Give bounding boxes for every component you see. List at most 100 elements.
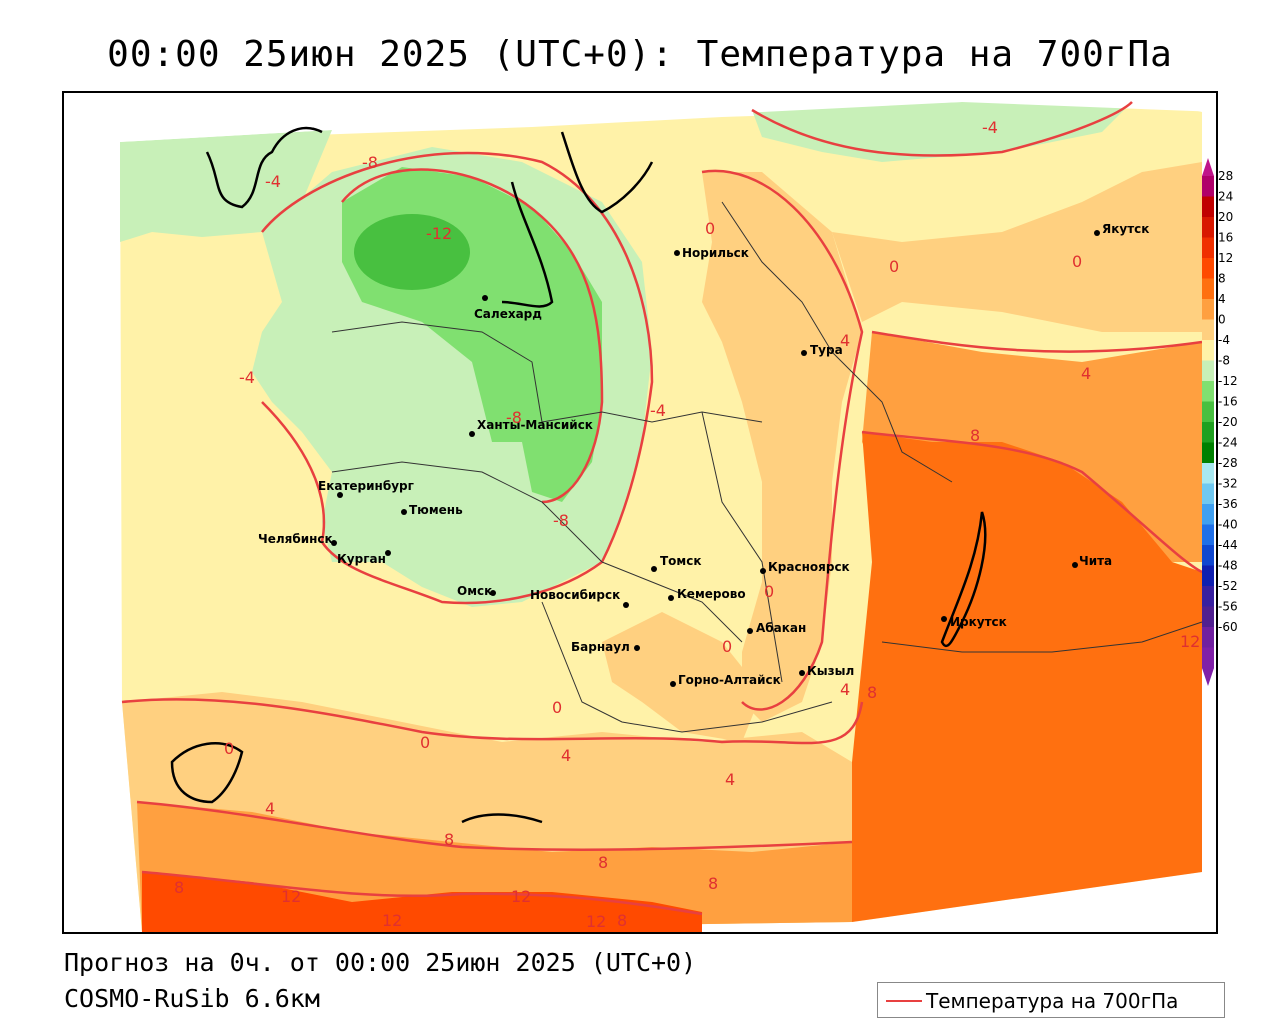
fill-plus0-ne xyxy=(832,162,1202,332)
contour-label: 8 xyxy=(970,426,980,445)
contour-label: 8 xyxy=(444,830,454,849)
colorbar-swatch xyxy=(1202,647,1214,669)
colorbar-swatch xyxy=(1202,319,1214,341)
contour-value-labels: -8 -4 -4 -12 0 0 0 4 4 -4 -4 -8 8 -8 0 0… xyxy=(174,118,1200,931)
city-dot xyxy=(668,595,674,601)
contour-label: 4 xyxy=(840,680,850,699)
colorbar-tick-label: 12 xyxy=(1218,251,1233,265)
colorbar-swatch xyxy=(1202,442,1214,464)
legend-label: Температура на 700гПа xyxy=(926,989,1179,1013)
colorbar-tick-label: 24 xyxy=(1218,190,1233,204)
city-dot xyxy=(1094,230,1100,236)
colorbar-tick-label: 20 xyxy=(1218,210,1233,224)
city-label: Кызыл xyxy=(807,664,854,678)
colorbar-swatch xyxy=(1202,606,1214,628)
colorbar-tick-label: -16 xyxy=(1218,395,1238,409)
contour-label: 0 xyxy=(764,582,774,601)
city-label: Омск xyxy=(457,584,492,598)
city-label: Тюмень xyxy=(409,503,463,517)
city-label: Челябинск xyxy=(258,532,333,546)
page-title: 00:00 25июн 2025 (UTC+0): Температура на… xyxy=(107,34,1173,75)
coastlines xyxy=(170,126,987,824)
contour-label: 4 xyxy=(840,331,850,350)
colorbar-swatch xyxy=(1202,586,1214,607)
city-label: Салехард xyxy=(474,307,542,321)
city-label: Тура xyxy=(810,343,843,357)
colorbar-swatch xyxy=(1202,340,1214,361)
colorbar-swatch xyxy=(1202,627,1214,648)
contour-label: 0 xyxy=(552,698,562,717)
fill-plus0-south-central xyxy=(602,612,762,742)
colorbar-labels: 28 24 20 16 12 8 4 0 -4 -8 -12 -16 -20 -24 -28 -32 -36 -4… xyxy=(1218,169,1238,634)
colorbar-swatch xyxy=(1202,401,1214,423)
model-caption: COSMO-RuSib 6.6км xyxy=(64,984,320,1013)
city-markers: Норильск Якутск Салехард Тура Ханты-Манс… xyxy=(258,222,1149,687)
city-label: Екатеринбург xyxy=(318,479,414,493)
city-label: Барнаул xyxy=(571,640,630,654)
forecast-caption: Прогноз на 0ч. от 00:00 25июн 2025 (UTC+… xyxy=(64,948,697,977)
contour-label: 12 xyxy=(1180,632,1200,651)
contour-label: 4 xyxy=(1081,364,1091,383)
contour-label: -4 xyxy=(650,401,666,420)
colorbar-swatch xyxy=(1202,217,1214,238)
city-dot xyxy=(670,681,676,687)
contour-label: -4 xyxy=(982,118,998,137)
contour-label: -8 xyxy=(506,408,522,427)
contour-label: 12 xyxy=(382,911,402,930)
colorbar-tick-label: -44 xyxy=(1218,538,1238,552)
colorbar-swatches xyxy=(1202,176,1214,669)
fill-plus12-south xyxy=(142,872,702,932)
contour-label: 0 xyxy=(224,739,234,758)
colorbar-swatch xyxy=(1202,422,1214,443)
contour-label: 8 xyxy=(708,874,718,893)
city-label: Новосибирск xyxy=(530,588,620,602)
map-frame: Норильск Якутск Салехард Тура Ханты-Манс… xyxy=(62,91,1218,934)
colorbar-tick-label: -24 xyxy=(1218,436,1238,450)
contour-lines-major xyxy=(121,101,1203,916)
contour-label: 0 xyxy=(705,219,715,238)
admin-borders xyxy=(331,201,1203,733)
city-dot xyxy=(674,250,680,256)
city-dot xyxy=(490,590,496,596)
colorbar-svg: 28 24 20 16 12 8 4 0 -4 -8 -12 -16 -20 -24 -28 -32 -36 -4… xyxy=(1202,158,1238,686)
city-label: Томск xyxy=(660,554,702,568)
colorbar-tick-label: -60 xyxy=(1218,620,1238,634)
arctic-ocean xyxy=(66,95,1216,142)
colorbar-swatch xyxy=(1202,278,1214,300)
contour-label: 8 xyxy=(174,878,184,897)
city-dot xyxy=(747,628,753,634)
city-label: Чита xyxy=(1079,554,1112,568)
contour-label: 4 xyxy=(265,799,275,818)
city-label: Якутск xyxy=(1102,222,1149,236)
city-label: Абакан xyxy=(756,621,806,635)
city-dot xyxy=(331,540,337,546)
colorbar-tick-label: 8 xyxy=(1218,272,1226,286)
contour-label: 12 xyxy=(511,887,531,906)
colorbar: 28 24 20 16 12 8 4 0 -4 -8 -12 -16 -20 -24 -28 -32 -36 -4… xyxy=(1200,158,1280,694)
contour-label: 12 xyxy=(281,887,301,906)
colorbar-swatch xyxy=(1202,258,1214,279)
city-label: Иркутск xyxy=(950,615,1007,629)
city-dot xyxy=(941,616,947,622)
colorbar-tick-label: -12 xyxy=(1218,374,1238,388)
colorbar-swatch xyxy=(1202,196,1214,218)
colorbar-swatch xyxy=(1202,483,1214,505)
contour-label: 0 xyxy=(889,257,899,276)
legend-line-swatch xyxy=(886,1000,922,1002)
contour-label: -8 xyxy=(553,511,569,530)
city-label: Курган xyxy=(337,552,386,566)
fill-plus8-east xyxy=(852,432,1202,922)
contour-label: -12 xyxy=(426,224,452,243)
colorbar-tick-label: 4 xyxy=(1218,292,1226,306)
city-dot xyxy=(634,645,640,651)
contour-label: -4 xyxy=(265,172,281,191)
colorbar-tick-label: -28 xyxy=(1218,456,1238,470)
fill-minus12 xyxy=(354,214,470,290)
colorbar-swatch xyxy=(1202,504,1214,525)
contour-label: 4 xyxy=(725,770,735,789)
contour-label: 12 xyxy=(586,912,606,931)
city-dot xyxy=(801,350,807,356)
colorbar-swatch xyxy=(1202,360,1214,382)
contour-label: 4 xyxy=(561,746,571,765)
city-dot xyxy=(651,566,657,572)
